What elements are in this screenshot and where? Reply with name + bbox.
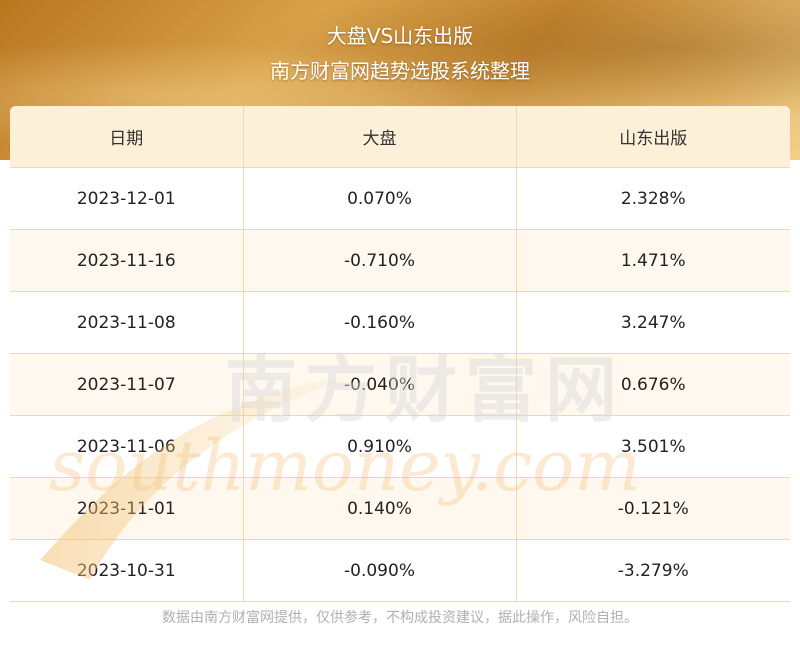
page-title: 大盘VS山东出版 [326, 24, 474, 48]
cell-stock-change: -0.121% [516, 477, 790, 540]
cell-stock-change: 0.676% [516, 353, 790, 416]
column-header-date: 日期 [10, 106, 244, 168]
comparison-table: 日期 大盘 山东出版 2023-12-01 0.070% 2.328% 2023-11… [10, 106, 790, 602]
cell-date: 2023-11-08 [10, 291, 244, 354]
cell-market-change: -0.040% [243, 353, 517, 416]
cell-market-change: 0.070% [243, 167, 517, 230]
table-row: 2023-12-01 0.070% 2.328% [10, 167, 790, 230]
table-panel: 日期 大盘 山东出版 2023-12-01 0.070% 2.328% 2023-11… [10, 106, 790, 602]
column-header-market: 大盘 [243, 106, 517, 168]
cell-date: 2023-11-16 [10, 229, 244, 292]
cell-market-change: -0.160% [243, 291, 517, 354]
cell-stock-change: 3.501% [516, 415, 790, 478]
cell-date: 2023-11-06 [10, 415, 244, 478]
page-subtitle: 南方财富网趋势选股系统整理 [270, 59, 530, 83]
cell-date: 2023-11-01 [10, 477, 244, 540]
cell-stock-change: 1.471% [516, 229, 790, 292]
cell-market-change: 0.140% [243, 477, 517, 540]
cell-date: 2023-12-01 [10, 167, 244, 230]
cell-stock-change: 2.328% [516, 167, 790, 230]
cell-stock-change: -3.279% [516, 539, 790, 602]
table-row: 2023-10-31 -0.090% -3.279% [10, 539, 790, 602]
table-row: 2023-11-06 0.910% 3.501% [10, 415, 790, 478]
cell-market-change: -0.090% [243, 539, 517, 602]
table-row: 2023-11-08 -0.160% 3.247% [10, 291, 790, 354]
table-row: 2023-11-01 0.140% -0.121% [10, 477, 790, 540]
cell-date: 2023-10-31 [10, 539, 244, 602]
cell-date: 2023-11-07 [10, 353, 244, 416]
table-body: 2023-12-01 0.070% 2.328% 2023-11-16 -0.710% 1… [10, 167, 790, 602]
cell-market-change: 0.910% [243, 415, 517, 478]
table-header-row: 日期 大盘 山东出版 [10, 106, 790, 168]
cell-stock-change: 3.247% [516, 291, 790, 354]
cell-market-change: -0.710% [243, 229, 517, 292]
table-row: 2023-11-07 -0.040% 0.676% [10, 353, 790, 416]
column-header-stock: 山东出版 [516, 106, 790, 168]
table-row: 2023-11-16 -0.710% 1.471% [10, 229, 790, 292]
disclaimer-text: 数据由南方财富网提供，仅供参考，不构成投资建议，据此操作，风险自担。 [162, 610, 638, 626]
